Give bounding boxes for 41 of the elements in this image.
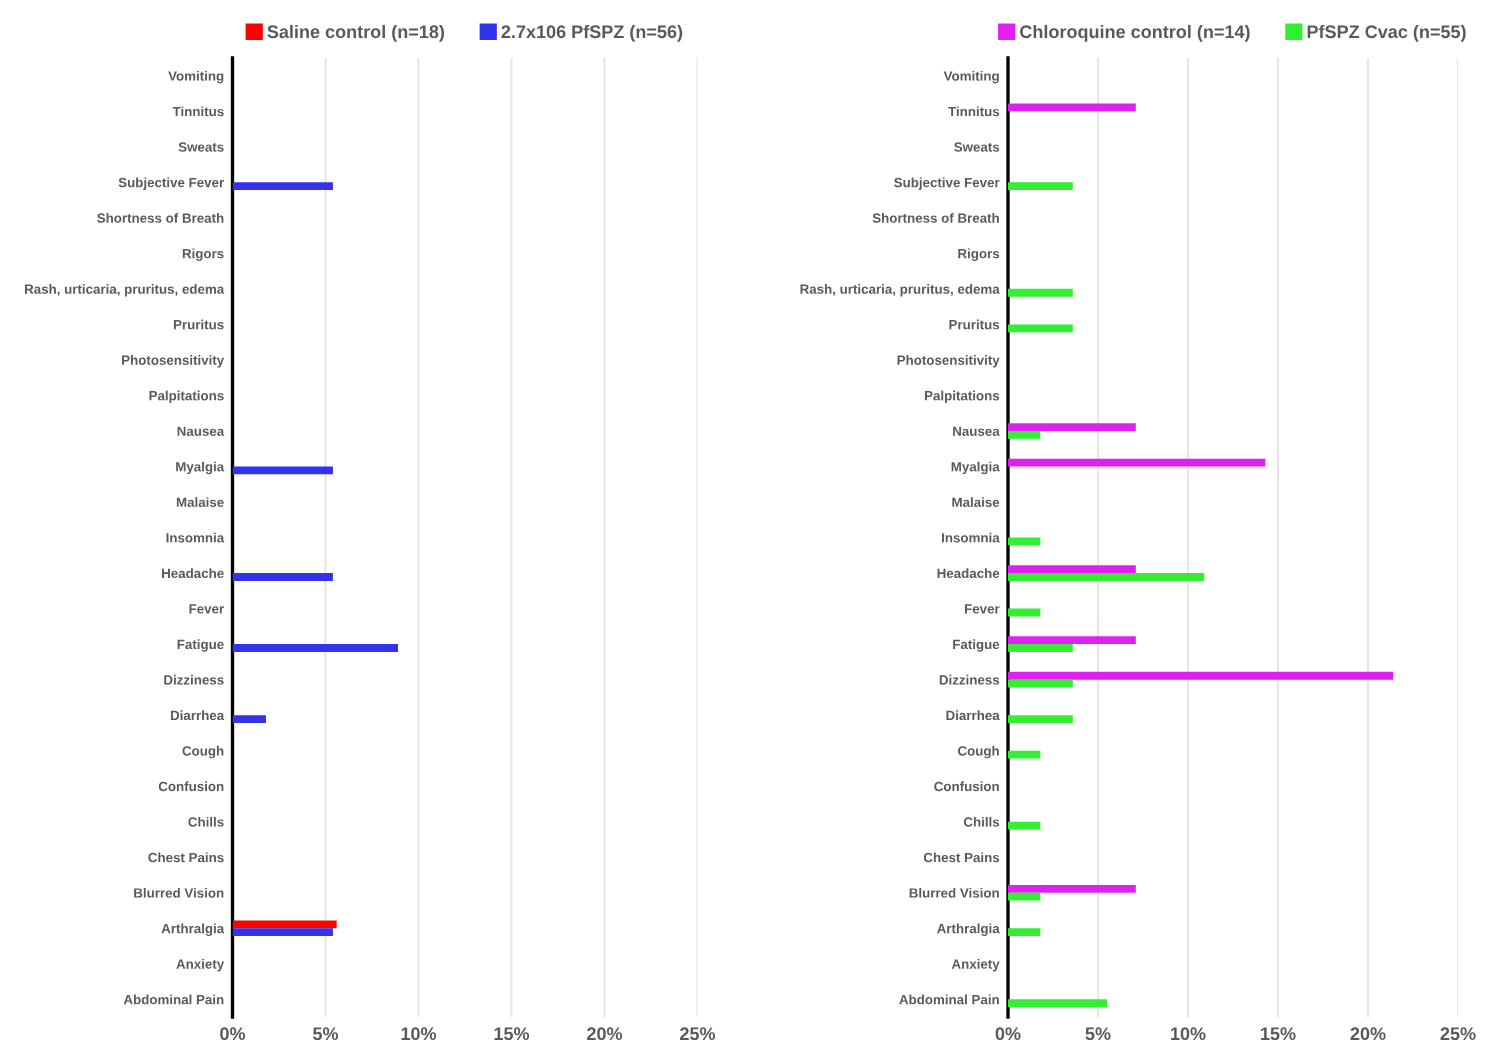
bar — [1008, 884, 1136, 893]
bar — [232, 715, 266, 723]
bar — [1008, 573, 1205, 581]
bar — [1008, 430, 1041, 439]
bar — [232, 182, 333, 191]
x-tick-label: 5% — [1085, 1027, 1111, 1041]
legend-label: 2.7x106 PfSPZ (n=56) — [501, 24, 683, 42]
legend-label: Chloroquine control (n=14) — [1020, 24, 1250, 42]
bar — [1008, 565, 1136, 574]
bar — [1008, 679, 1073, 688]
bar — [1008, 928, 1041, 937]
bar — [1008, 999, 1107, 1008]
legend-label: Saline control (n=18) — [267, 24, 445, 42]
bar — [232, 644, 399, 652]
legend-label: PfSPZ Cvac (n=55) — [1307, 24, 1466, 42]
x-tick-label: 15% — [494, 1027, 530, 1041]
bar — [1008, 182, 1073, 191]
x-tick-label: 15% — [1261, 1027, 1296, 1041]
x-tick-label: 5% — [313, 1027, 339, 1041]
x-tick-label: 10% — [1171, 1027, 1206, 1041]
bar — [1008, 671, 1394, 680]
x-tick-label: 25% — [1440, 1027, 1476, 1041]
bar — [1008, 892, 1041, 901]
x-tick-label: 25% — [680, 1027, 716, 1041]
bar — [232, 466, 333, 475]
bar — [232, 928, 333, 937]
bar — [1008, 821, 1041, 830]
x-tick-label: 0% — [995, 1027, 1021, 1041]
x-tick-label: 20% — [1350, 1027, 1386, 1041]
bar — [1008, 644, 1073, 652]
bar — [1008, 103, 1136, 112]
bar — [232, 573, 333, 581]
bar — [1008, 324, 1073, 333]
x-tick-label: 20% — [587, 1027, 623, 1041]
bar — [1008, 715, 1073, 723]
bar — [1008, 288, 1073, 297]
bar — [232, 920, 337, 929]
bar — [1008, 636, 1136, 645]
x-tick-label: 0% — [220, 1027, 246, 1041]
x-tick-label: 10% — [401, 1027, 437, 1041]
bar — [1008, 423, 1136, 431]
